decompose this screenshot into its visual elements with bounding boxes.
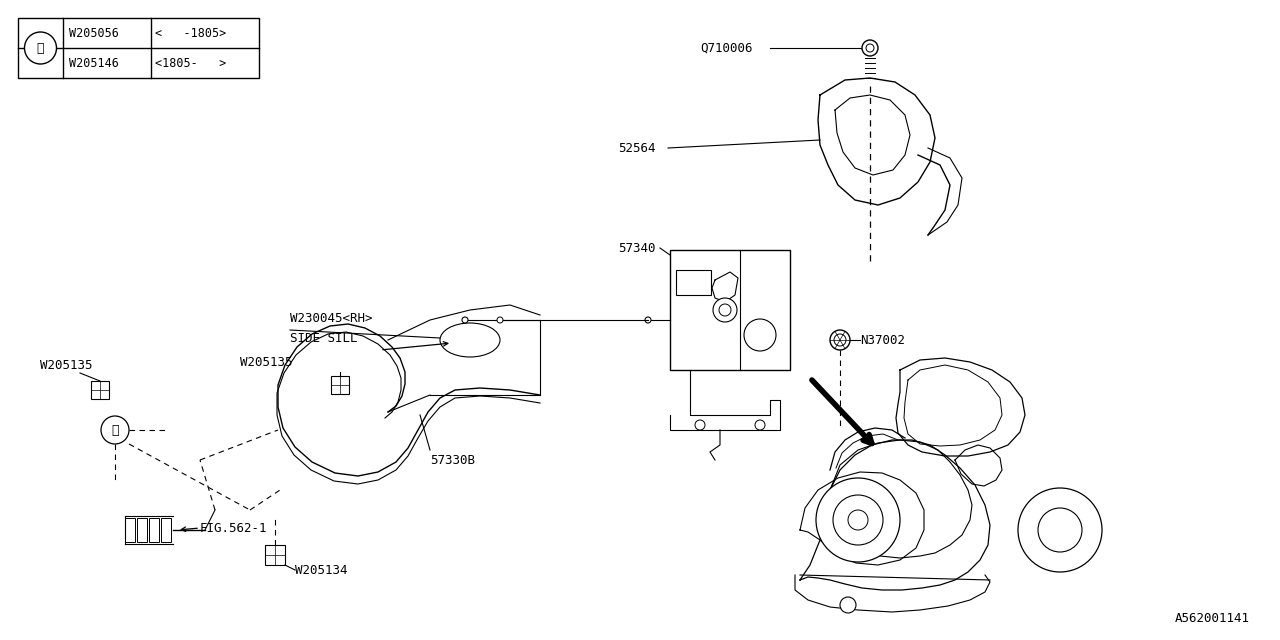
- Bar: [669, 250, 790, 370]
- Text: W205146: W205146: [69, 56, 119, 70]
- Bar: [91, 381, 109, 399]
- Circle shape: [835, 334, 846, 346]
- Circle shape: [1038, 508, 1082, 552]
- Circle shape: [833, 495, 883, 545]
- Bar: [265, 545, 285, 565]
- Text: ①: ①: [111, 424, 119, 436]
- Circle shape: [744, 319, 776, 351]
- Circle shape: [695, 420, 705, 430]
- Bar: [125, 518, 134, 542]
- Text: W205056: W205056: [69, 26, 119, 40]
- Bar: [148, 518, 159, 542]
- Text: 57330B: 57330B: [430, 454, 475, 467]
- Circle shape: [867, 44, 874, 52]
- Ellipse shape: [440, 323, 500, 357]
- Text: <1805-   >: <1805- >: [155, 56, 227, 70]
- Circle shape: [840, 597, 856, 613]
- Circle shape: [1018, 488, 1102, 572]
- Text: <   -1805>: < -1805>: [155, 26, 227, 40]
- Bar: [676, 270, 710, 295]
- Text: 52564: 52564: [618, 141, 655, 154]
- Bar: [18, 18, 259, 78]
- Text: W205134: W205134: [294, 563, 347, 577]
- Circle shape: [849, 510, 868, 530]
- Text: FIG.562-1: FIG.562-1: [200, 522, 268, 534]
- Bar: [161, 518, 172, 542]
- Circle shape: [24, 32, 56, 64]
- Circle shape: [829, 330, 850, 350]
- Text: 57340: 57340: [618, 241, 655, 255]
- Circle shape: [645, 317, 652, 323]
- Circle shape: [462, 317, 468, 323]
- Text: W205135: W205135: [40, 358, 92, 371]
- Text: A562001141: A562001141: [1175, 611, 1251, 625]
- Circle shape: [755, 420, 765, 430]
- Circle shape: [861, 40, 878, 56]
- Text: W230045<RH>: W230045<RH>: [291, 312, 372, 324]
- Circle shape: [101, 416, 129, 444]
- Circle shape: [713, 298, 737, 322]
- Bar: [332, 376, 349, 394]
- Bar: [137, 518, 147, 542]
- Circle shape: [497, 317, 503, 323]
- Text: SIDE SILL: SIDE SILL: [291, 332, 357, 344]
- Text: W205135: W205135: [241, 355, 293, 369]
- Text: Q710006: Q710006: [700, 42, 753, 54]
- Circle shape: [719, 304, 731, 316]
- Text: ①: ①: [37, 42, 45, 54]
- Circle shape: [817, 478, 900, 562]
- Text: N37002: N37002: [860, 333, 905, 346]
